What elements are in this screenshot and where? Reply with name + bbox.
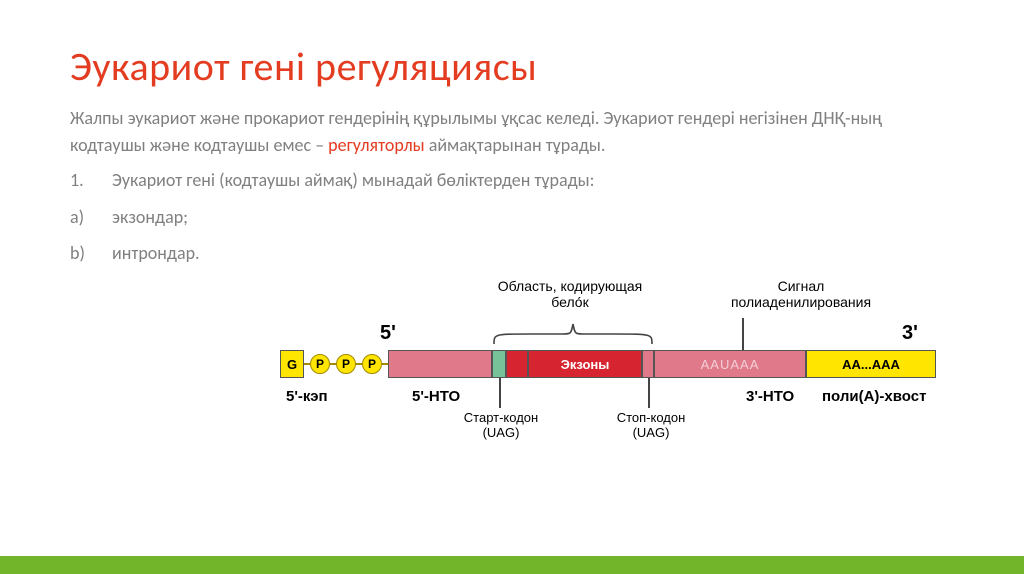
list-item-a: a)экзондар; bbox=[70, 202, 954, 233]
seg-exon-pre bbox=[506, 350, 528, 378]
list-b-text: интрондар. bbox=[112, 242, 200, 264]
leader-start bbox=[499, 378, 501, 408]
label-start-l1: Старт-кодон bbox=[456, 410, 546, 425]
list-a-text: экзондар; bbox=[112, 206, 188, 228]
slide-title: Эукариот гені регуляциясы bbox=[70, 42, 954, 91]
slide-root: Эукариот гені регуляциясы Жалпы эукариот… bbox=[0, 0, 1024, 574]
p-circle-3: P bbox=[362, 354, 382, 374]
label-coding-region-l2: бело́к bbox=[480, 294, 660, 310]
label-polya-signal: Сигнал полиаденилирования bbox=[716, 278, 886, 310]
seg-3-utr: AAUAAA bbox=[654, 350, 806, 378]
label-start-codon: Старт-кодон (UAG) bbox=[456, 410, 546, 440]
list-item-1: 1.Эукариот гені (кодтаушы аймақ) мынадай… bbox=[70, 165, 954, 196]
p-circle-2: P bbox=[336, 354, 356, 374]
label-start-l2: (UAG) bbox=[456, 425, 546, 440]
label-coding-region: Область, кодирующая бело́к bbox=[480, 278, 660, 310]
label-coding-region-l1: Область, кодирующая bbox=[480, 278, 660, 294]
intro-paragraph: Жалпы эукариот және прокариот гендерінің… bbox=[70, 105, 954, 159]
list-a-label: a) bbox=[70, 202, 112, 233]
seg-polya-tail: АА...ААА bbox=[806, 350, 936, 378]
seg-5-utr bbox=[388, 350, 492, 378]
label-5-cap: 5'-кэп bbox=[286, 388, 328, 405]
seg-exons: Экзоны bbox=[528, 350, 642, 378]
list-1-text: Эукариот гені (кодтаушы аймақ) мынадай б… bbox=[112, 169, 594, 191]
label-polya-signal-l2: полиаденилирования bbox=[716, 294, 886, 310]
seg-stop-codon bbox=[642, 350, 654, 378]
label-polya-tail: поли(А)-хвост bbox=[822, 388, 926, 405]
label-5-prime: 5' bbox=[380, 322, 396, 345]
intro-after: аймақтарынан тұрады. bbox=[425, 134, 606, 156]
list-b-label: b) bbox=[70, 238, 112, 269]
leader-polya-signal bbox=[742, 318, 744, 350]
label-3-nto: 3'-НТО bbox=[746, 388, 794, 405]
gene-diagram: Область, кодирующая бело́к Сигнал полиад… bbox=[280, 272, 980, 452]
label-polya-signal-l1: Сигнал bbox=[716, 278, 886, 294]
list-1-label: 1. bbox=[70, 165, 112, 196]
label-5-nto: 5'-НТО bbox=[412, 388, 460, 405]
list-item-b: b)интрондар. bbox=[70, 238, 954, 269]
p-circle-1: P bbox=[310, 354, 330, 374]
leader-stop bbox=[648, 378, 650, 408]
label-stop-l1: Стоп-кодон bbox=[606, 410, 696, 425]
seg-g-cap: G bbox=[280, 350, 304, 378]
label-stop-codon: Стоп-кодон (UAG) bbox=[606, 410, 696, 440]
seg-start-codon bbox=[492, 350, 506, 378]
label-stop-l2: (UAG) bbox=[606, 425, 696, 440]
intro-regulatory-word: регуляторлы bbox=[328, 134, 424, 156]
label-3-prime: 3' bbox=[902, 322, 918, 345]
footer-accent-bar bbox=[0, 556, 1024, 574]
brace-coding-region bbox=[492, 318, 654, 346]
